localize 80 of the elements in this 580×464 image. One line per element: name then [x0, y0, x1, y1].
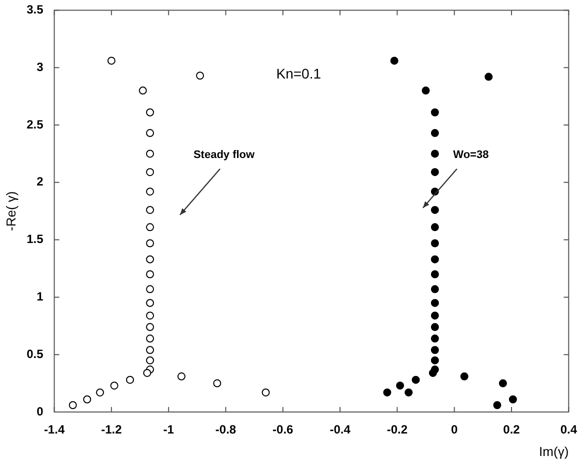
y-tick-label: 0 [36, 404, 44, 418]
point [262, 388, 270, 396]
point [146, 298, 154, 307]
y-tick-label: 0.5 [26, 346, 44, 361]
point [430, 312, 439, 320]
y-axis-title: -Re( γ) [3, 191, 18, 231]
point [390, 56, 398, 65]
point [422, 86, 430, 95]
y-tick-label: 2.5 [26, 117, 44, 132]
point [430, 150, 439, 158]
point [146, 323, 154, 332]
x-tick-label: -1 [163, 422, 174, 437]
point [146, 270, 154, 278]
y-tick-label: 3.5 [26, 2, 44, 17]
point [146, 239, 154, 248]
y-tick-label: 3 [36, 60, 44, 74]
point [146, 285, 154, 294]
point [498, 379, 507, 388]
point [83, 395, 92, 404]
point [508, 395, 517, 404]
x-tick-label: 0.4 [560, 422, 578, 437]
point [430, 346, 439, 354]
y-tick-label: 2 [36, 174, 44, 189]
annotation: Kn=0.1 [276, 65, 322, 82]
y-tick-label: 1.5 [26, 232, 44, 246]
point [146, 312, 154, 320]
point [146, 255, 154, 264]
x-tick-label: -0.6 [272, 422, 294, 437]
x-tick-label: -1.2 [101, 422, 122, 437]
point [404, 388, 413, 396]
annotation: Wo=38 [453, 148, 489, 161]
point [146, 129, 154, 138]
point [146, 356, 154, 364]
point [484, 72, 493, 81]
point [107, 56, 116, 65]
point [430, 129, 439, 138]
point [430, 334, 439, 343]
x-tick-label: -0.2 [386, 422, 408, 437]
y-tick-label: 1 [36, 290, 44, 304]
point [68, 401, 77, 410]
x-tick-label: -1.4 [44, 422, 65, 437]
point [383, 388, 392, 396]
x-tick-label: 0.2 [503, 422, 520, 437]
point [138, 86, 147, 95]
point [146, 206, 154, 214]
x-axis-title: Im(γ) [539, 444, 569, 459]
point [460, 372, 468, 380]
point [177, 372, 186, 380]
annotation: Steady flow [193, 148, 256, 161]
point [430, 255, 439, 264]
x-tick-label: -0.4 [330, 422, 351, 437]
point [146, 334, 154, 343]
point [146, 168, 154, 176]
point [493, 401, 502, 410]
point [196, 72, 204, 80]
point [430, 206, 439, 214]
point [146, 346, 154, 354]
point [430, 356, 439, 364]
point [396, 382, 404, 390]
point [96, 388, 104, 396]
point [430, 223, 439, 232]
point [146, 108, 154, 116]
point [146, 150, 154, 158]
x-tick-label: -0.8 [215, 422, 236, 437]
point [430, 239, 439, 248]
point [430, 285, 439, 294]
point [428, 368, 437, 377]
point [430, 323, 439, 332]
point [412, 376, 420, 384]
point [430, 298, 439, 307]
point [213, 379, 222, 388]
point [430, 270, 439, 278]
point [126, 376, 134, 384]
point [430, 108, 439, 116]
point [110, 382, 118, 390]
point [143, 368, 152, 377]
x-tick-label: 0 [451, 422, 458, 437]
point [146, 188, 154, 196]
point [146, 223, 154, 232]
point [430, 168, 439, 176]
